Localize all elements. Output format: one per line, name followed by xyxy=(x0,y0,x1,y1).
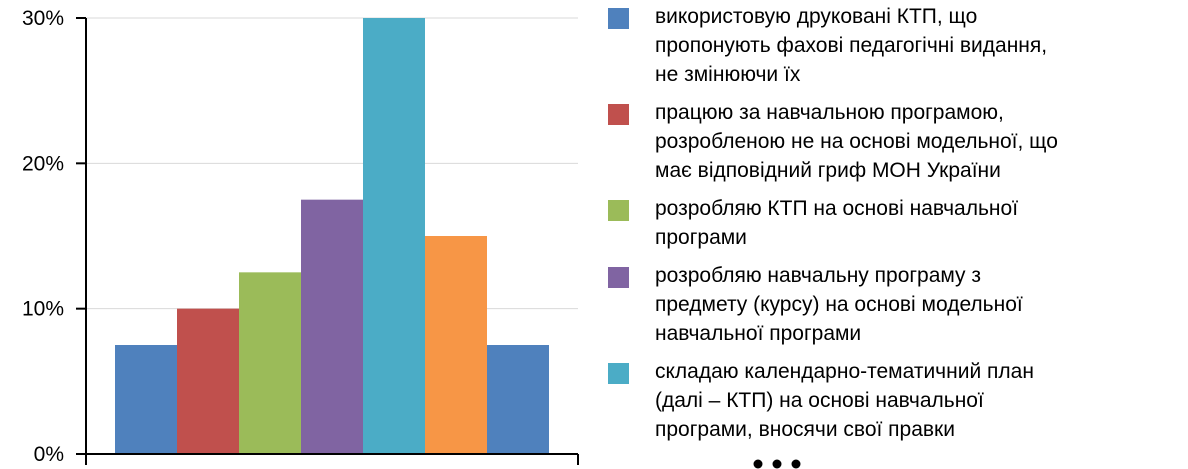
axes xyxy=(85,18,579,465)
legend-swatch xyxy=(608,267,629,288)
legend-swatch xyxy=(608,104,629,125)
legend-item: працюю за навчальною програмою, розробле… xyxy=(608,98,1183,185)
legend-label: використовую друковані КТП, що пропонуют… xyxy=(655,5,1048,86)
y-tick-label: 10% xyxy=(22,298,64,321)
legend-item: розробляю КТП на основі навчальної прогр… xyxy=(608,194,1183,252)
bars xyxy=(115,18,549,454)
legend-label: складаю календарно-тематичний план (далі… xyxy=(655,360,1034,441)
bar xyxy=(177,308,239,454)
legend-item: використовую друковані КТП, що пропонуют… xyxy=(608,2,1183,89)
legend-item: розробляю навчальну програму з предмету … xyxy=(608,261,1183,348)
y-tick-label: 20% xyxy=(22,152,64,175)
bar xyxy=(301,199,363,454)
y-tick-label: 0% xyxy=(34,443,64,466)
bar xyxy=(115,345,177,454)
bar xyxy=(363,18,425,454)
legend-label: розробляю навчальну програму з предмету … xyxy=(655,264,1023,345)
y-tick-label: 30% xyxy=(22,7,64,30)
legend-label: працюю за навчальною програмою, розробле… xyxy=(655,101,1058,182)
bar xyxy=(239,272,301,454)
bar xyxy=(487,345,549,454)
legend-swatch xyxy=(608,200,629,221)
legend: використовую друковані КТП, що пропонуют… xyxy=(608,2,1183,453)
legend-label: розробляю КТП на основі навчальної прогр… xyxy=(655,197,1019,249)
legend-swatch xyxy=(608,363,629,384)
legend-item: складаю календарно-тематичний план (далі… xyxy=(608,357,1183,444)
y-axis-ticks: 0% 10% 20% 30% xyxy=(22,7,86,466)
legend-swatch xyxy=(608,8,629,29)
more-legend-dots-icon xyxy=(753,459,801,469)
bar xyxy=(425,236,487,454)
